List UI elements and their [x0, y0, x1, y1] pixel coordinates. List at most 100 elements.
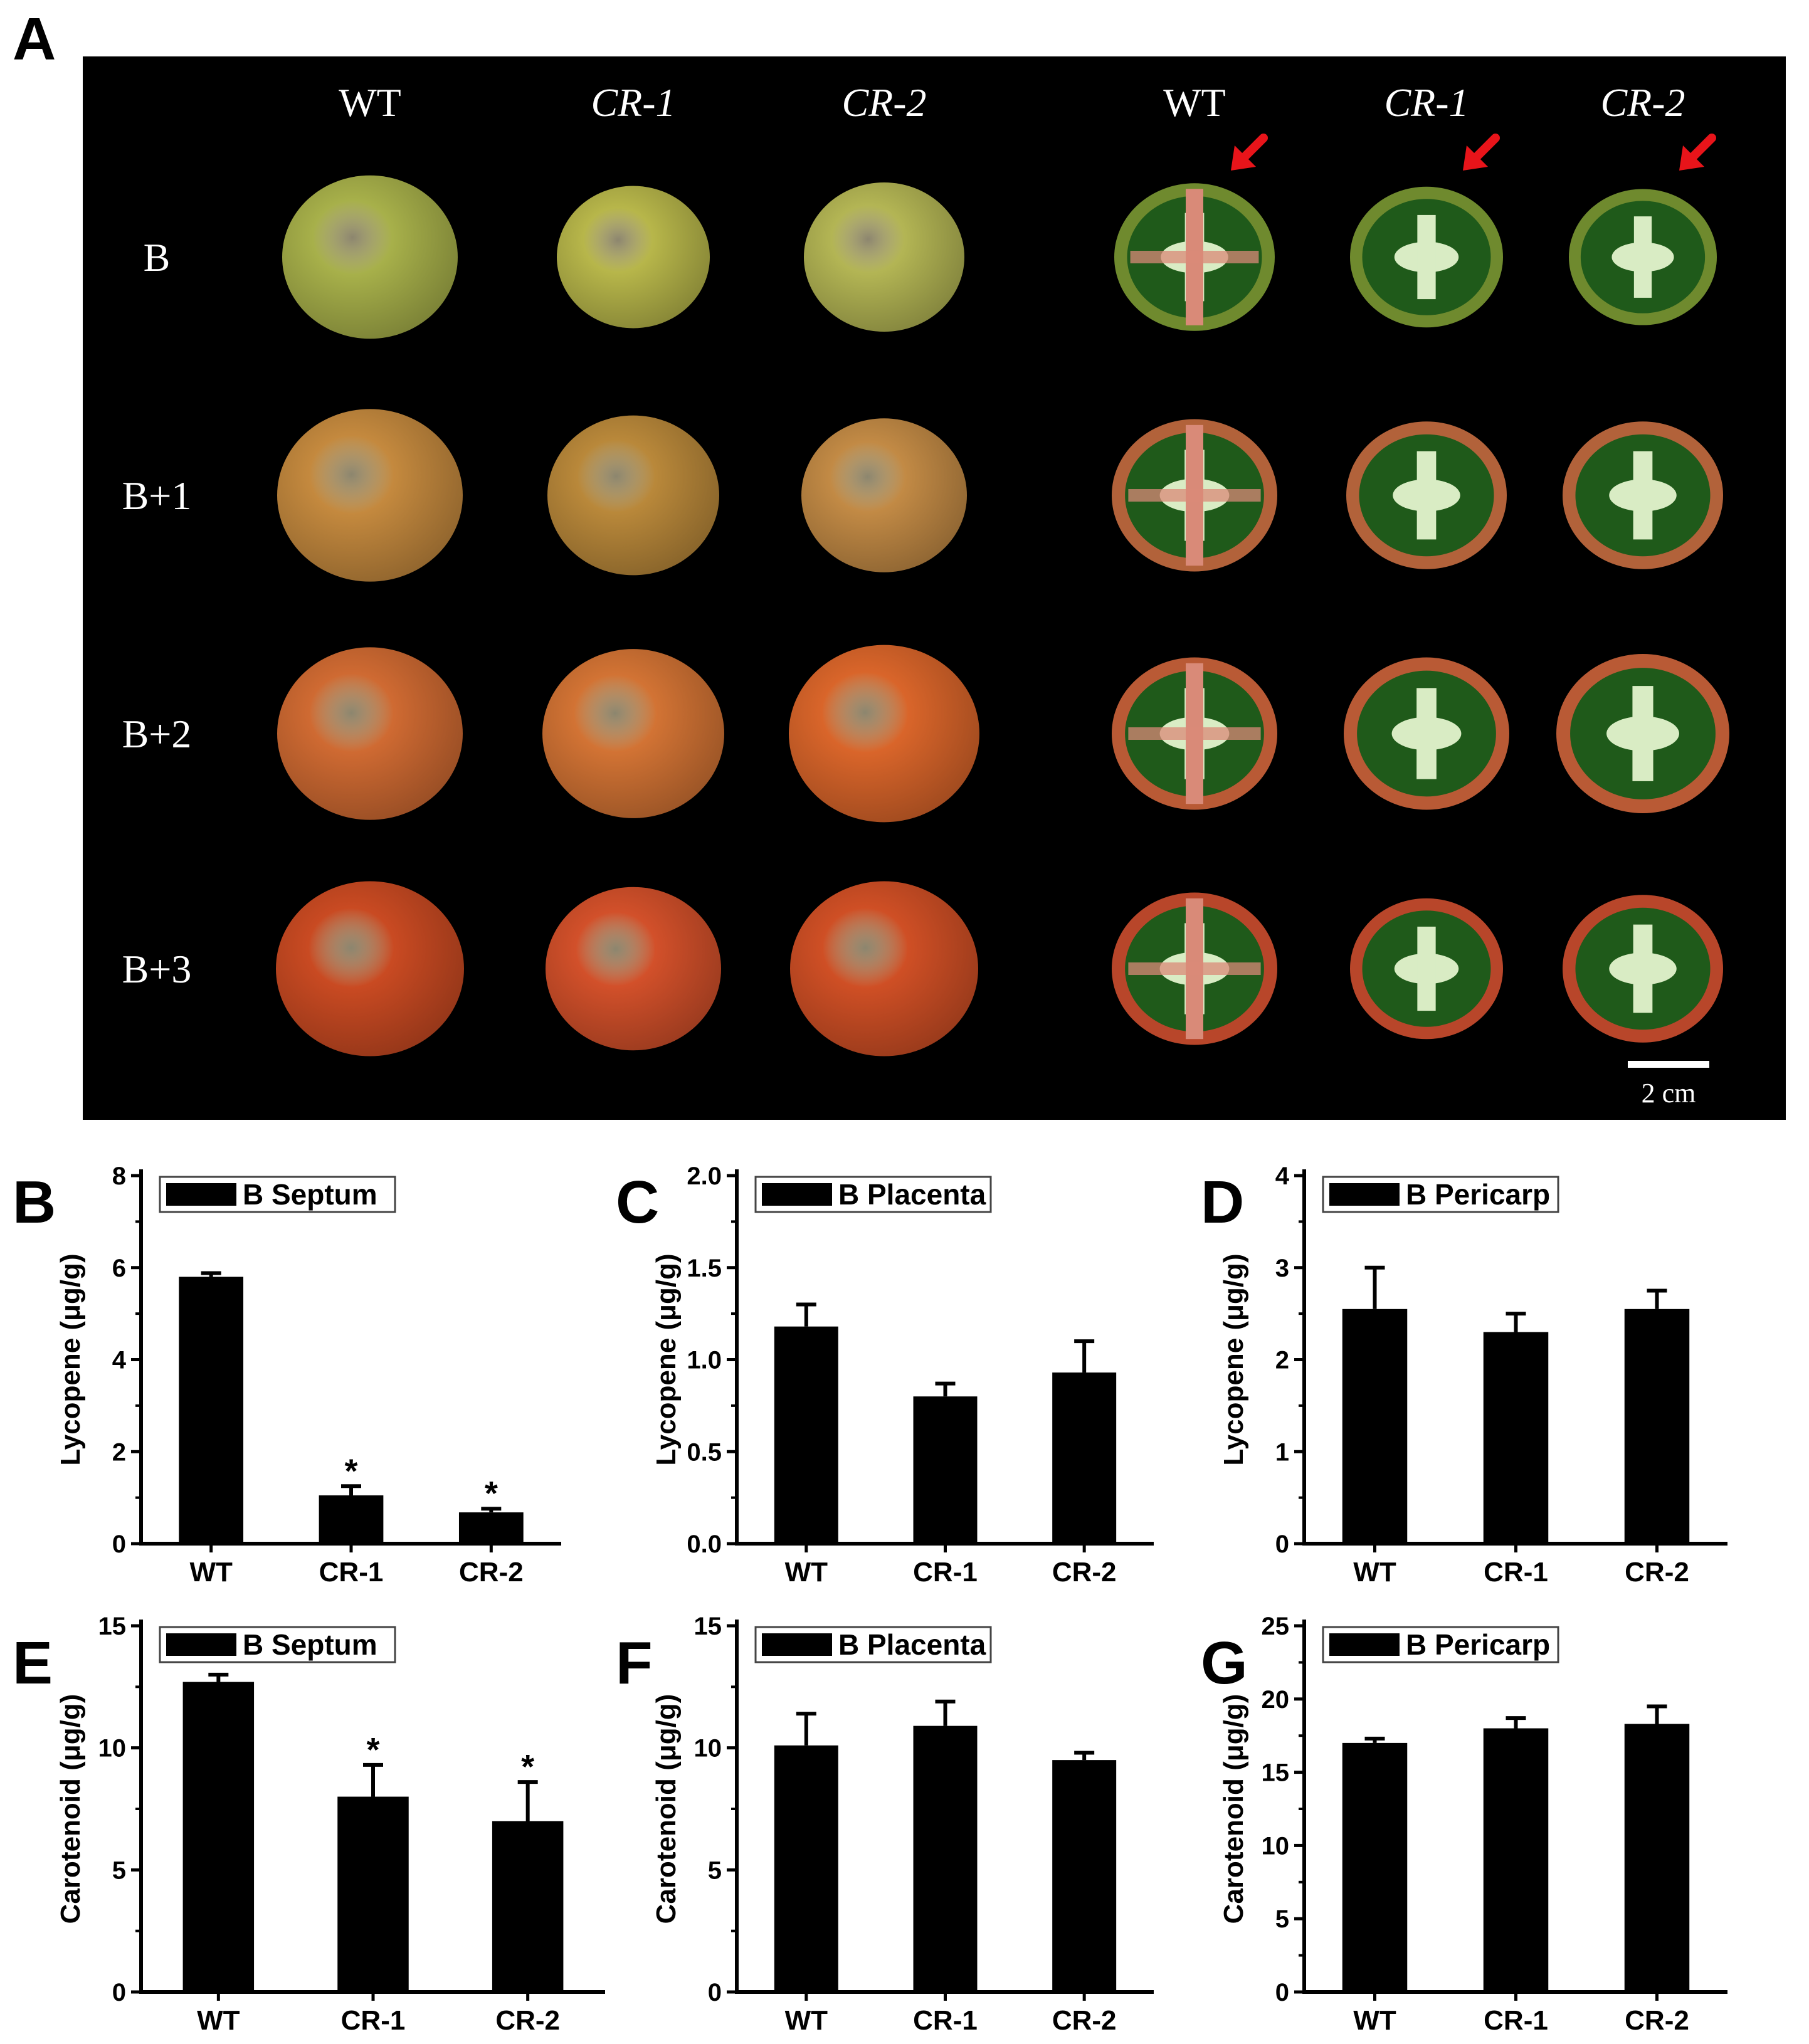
y-axis-title: Carotenoid (μg/g)	[1218, 1694, 1249, 1924]
y-tick-label: 15	[694, 1613, 722, 1640]
y-axis-title: Lycopene (μg/g)	[651, 1253, 682, 1465]
legend-swatch	[762, 1633, 832, 1656]
x-category-label: CR-2	[1052, 1557, 1117, 1588]
panel-letter-a: A	[13, 6, 56, 73]
x-category-label: CR-1	[1484, 2005, 1548, 2036]
x-category-label: CR-1	[341, 2005, 406, 2036]
bar	[913, 1396, 978, 1544]
legend: B Placenta	[754, 1626, 992, 1663]
legend: B Pericarp	[1322, 1176, 1559, 1213]
y-tick-label: 1	[1275, 1438, 1289, 1466]
whole-tomato	[546, 887, 721, 1051]
bar	[774, 1745, 838, 1992]
column-label: CR-1	[1384, 80, 1469, 125]
y-tick-label: 0.0	[687, 1530, 722, 1558]
row-label: B	[144, 235, 171, 280]
bar-charts: B 0 2 4 6 8 Lycopene (μg/g) WT * CR-1 * CR-2 B Septu…	[13, 1162, 1727, 2036]
bar-chart-panel-d: D 0 1 2 3 4 Lycopene (μg/g) WT CR-1 CR-2 B Pericar…	[1201, 1162, 1727, 1588]
whole-tomato	[277, 647, 463, 820]
whole-tomato	[277, 409, 463, 582]
bar	[492, 1821, 564, 1992]
whole-tomato	[801, 418, 967, 572]
y-tick-label: 5	[1275, 1905, 1289, 1933]
red-arrow-icon	[1463, 134, 1500, 171]
legend-label: B Placenta	[838, 1628, 986, 1661]
x-category-label: WT	[1353, 2005, 1396, 2036]
y-tick-label: 15	[98, 1613, 127, 1640]
bar	[1342, 1309, 1408, 1544]
bar-chart-panel-g: G 0 5 10 15 20 25 Carotenoid (μg/g) WT CR-1 CR-2 B …	[1201, 1613, 1727, 2036]
whole-tomato	[282, 175, 458, 339]
row-label: B+3	[122, 947, 192, 991]
x-category-label: CR-2	[1625, 1557, 1689, 1588]
legend-swatch	[1329, 1633, 1400, 1656]
x-category-label: CR-1	[913, 1557, 978, 1588]
y-tick-label: 3	[1275, 1255, 1289, 1282]
tomato-cross-section	[1556, 654, 1729, 813]
tomato-cross-section	[1563, 895, 1723, 1043]
tomato-cross-section	[1350, 898, 1503, 1040]
tomato-cross-section	[1112, 892, 1277, 1045]
y-tick-label: 25	[1262, 1613, 1290, 1640]
whole-tomato	[789, 645, 979, 823]
y-axis-title: Lycopene (μg/g)	[55, 1253, 86, 1465]
y-tick-label: 5	[708, 1857, 722, 1884]
panel-letter: D	[1201, 1169, 1244, 1236]
x-category-label: CR-2	[1052, 2005, 1117, 2036]
bar	[1052, 1760, 1117, 1992]
panel-letter: B	[13, 1169, 56, 1236]
y-tick-label: 20	[1262, 1686, 1290, 1714]
y-tick-label: 1.5	[687, 1255, 722, 1282]
bar	[913, 1725, 978, 1992]
bar	[774, 1326, 838, 1544]
legend-label: B Placenta	[838, 1178, 986, 1211]
y-tick-label: 0	[708, 1979, 722, 2006]
tomato-cross-section	[1563, 421, 1723, 569]
scale-bar-label: 2 cm	[1642, 1078, 1696, 1109]
y-tick-label: 4	[1275, 1162, 1290, 1190]
y-tick-label: 0	[1275, 1979, 1289, 2006]
legend-swatch	[166, 1183, 236, 1206]
bar	[337, 1796, 409, 1992]
legend-label: B Pericarp	[1406, 1178, 1550, 1211]
bar-chart-panel-e: E 0 5 10 15 Carotenoid (μg/g) WT * CR-1 * CR-2 B Se…	[13, 1613, 605, 2036]
y-tick-label: 0	[1275, 1530, 1289, 1558]
tomato-cross-section	[1114, 183, 1275, 331]
bar	[1624, 1309, 1690, 1544]
legend-swatch	[1329, 1183, 1400, 1206]
legend-label: B Septum	[243, 1628, 377, 1661]
bar	[319, 1495, 384, 1544]
column-label: WT	[1163, 80, 1226, 125]
bar	[1052, 1372, 1117, 1544]
panel-letter: F	[616, 1630, 653, 1697]
x-category-label: CR-2	[1625, 2005, 1689, 2036]
y-tick-label: 10	[1262, 1832, 1290, 1860]
whole-tomato	[542, 649, 724, 818]
y-tick-label: 1.0	[687, 1347, 722, 1374]
x-category-label: CR-1	[913, 2005, 978, 2036]
red-arrow-icon	[1679, 134, 1716, 171]
y-tick-label: 10	[98, 1735, 127, 1762]
x-category-label: CR-2	[459, 1557, 524, 1588]
y-tick-label: 2	[112, 1438, 126, 1466]
legend-swatch	[166, 1633, 236, 1656]
y-tick-label: 0	[112, 1530, 126, 1558]
whole-tomato	[557, 186, 710, 329]
legend: B Placenta	[754, 1176, 992, 1213]
x-category-label: WT	[1353, 1557, 1396, 1588]
red-arrow-icon	[1231, 134, 1268, 171]
x-category-label: WT	[785, 2005, 828, 2036]
bar-chart-panel-c: C 0.0 0.5 1.0 1.5 2.0 Lycopene (μg/g) WT CR-1 CR-…	[616, 1162, 1154, 1588]
bar	[1483, 1332, 1549, 1544]
significance-marker: *	[344, 1452, 357, 1490]
significance-marker: *	[366, 1731, 379, 1769]
y-tick-label: 15	[1262, 1759, 1290, 1787]
y-tick-label: 0.5	[687, 1438, 722, 1466]
bar-chart-panel-b: B 0 2 4 6 8 Lycopene (μg/g) WT * CR-1 * CR-2 B Septu…	[13, 1162, 561, 1588]
legend-label: B Septum	[243, 1178, 377, 1211]
x-category-label: CR-2	[495, 2005, 560, 2036]
row-label: B+2	[122, 712, 192, 756]
y-tick-label: 4	[112, 1347, 127, 1374]
tomato-cross-section	[1112, 657, 1277, 810]
bar	[1483, 1728, 1549, 1992]
